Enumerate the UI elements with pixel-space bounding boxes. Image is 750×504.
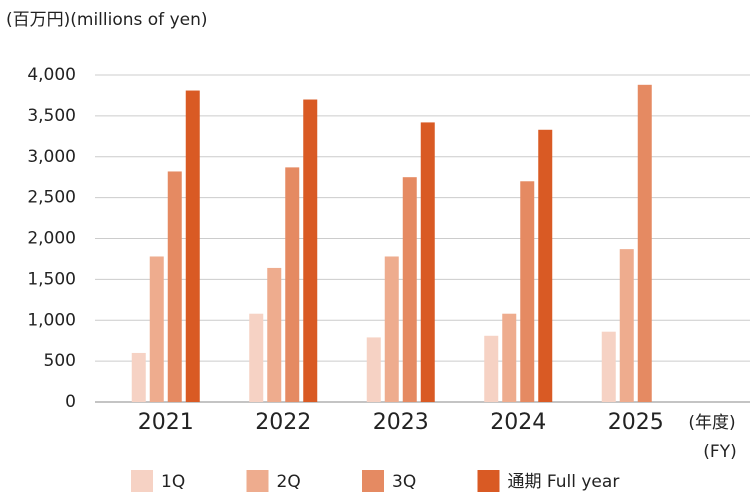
legend-swatch (477, 470, 500, 492)
y-tick-label: 0 (65, 392, 76, 412)
y-tick-label: 1,500 (27, 269, 76, 289)
x-tick-label: 2024 (490, 410, 546, 435)
bar (167, 171, 182, 402)
legend-swatch (246, 470, 269, 492)
bar (303, 99, 318, 403)
bar (149, 256, 164, 402)
y-tick-label: 4,000 (27, 65, 76, 85)
bar (502, 313, 517, 402)
y-tick-label: 1,000 (27, 310, 76, 330)
bar (619, 249, 634, 402)
x-axis-label-en: (FY) (703, 442, 736, 462)
bar (637, 84, 652, 402)
bar (249, 313, 264, 402)
legend-swatch (362, 470, 384, 492)
y-tick-label: 3,500 (27, 106, 76, 126)
bar (420, 122, 435, 402)
bar (384, 256, 399, 402)
x-tick-label: 2022 (255, 410, 311, 435)
legend-label: 3Q (392, 472, 416, 492)
y-tick-label: 3,000 (27, 147, 76, 167)
bar (484, 335, 499, 402)
legend-label: 2Q (277, 472, 301, 492)
x-tick-label: 2025 (608, 410, 664, 435)
y-tick-label: 2,000 (27, 229, 76, 249)
x-tick-label: 2021 (138, 410, 194, 435)
legend-label: 1Q (161, 472, 185, 492)
y-tick-label: 2,500 (27, 188, 76, 208)
y-axis-label: (百万円)(millions of yen) (6, 10, 208, 30)
bar (285, 167, 300, 402)
y-tick-label: 500 (44, 351, 76, 371)
x-axis-label: (年度) (688, 413, 735, 433)
x-tick-label: 2023 (373, 410, 429, 435)
bar (366, 337, 381, 402)
bar (601, 331, 616, 402)
bar (402, 177, 417, 402)
legend-swatch (131, 470, 153, 492)
bar (520, 181, 535, 402)
bar (131, 352, 146, 402)
bar (538, 129, 553, 402)
legend-label: 通期 Full year (508, 472, 620, 492)
bar (185, 90, 200, 402)
bar (267, 267, 282, 402)
